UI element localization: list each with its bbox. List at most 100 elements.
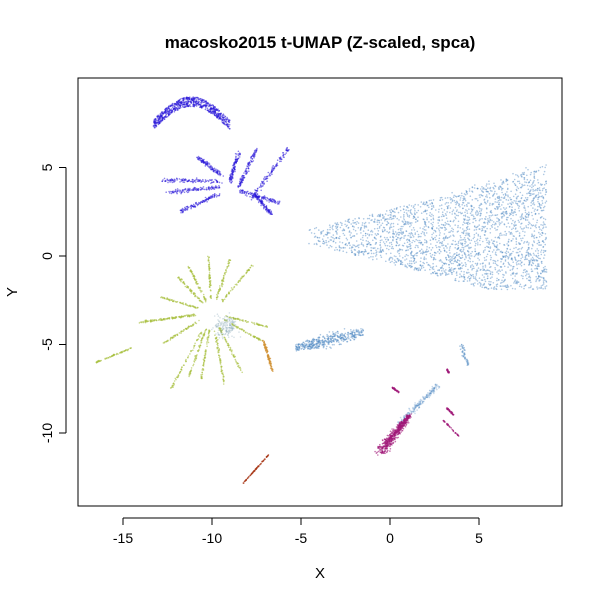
- data-point: [501, 182, 504, 184]
- data-point: [387, 222, 390, 224]
- data-point: [170, 192, 173, 195]
- data-point: [468, 232, 471, 235]
- data-point: [506, 288, 509, 291]
- data-point: [390, 243, 393, 246]
- data-point: [321, 340, 324, 343]
- data-point: [529, 179, 532, 182]
- data-point: [518, 242, 520, 244]
- data-point: [477, 199, 479, 202]
- data-point: [443, 209, 446, 211]
- data-point: [536, 259, 539, 262]
- data-point: [200, 104, 202, 106]
- data-point: [445, 269, 447, 271]
- data-point: [374, 243, 377, 245]
- data-point: [358, 217, 361, 220]
- data-point: [213, 106, 216, 108]
- data-point: [170, 190, 172, 193]
- data-point: [505, 198, 508, 201]
- data-point: [337, 336, 339, 339]
- data-point: [352, 334, 354, 337]
- data-point: [484, 246, 487, 249]
- data-point: [513, 224, 515, 226]
- data-point: [497, 264, 499, 267]
- data-point: [545, 285, 548, 287]
- data-point: [228, 125, 230, 128]
- data-point: [380, 250, 382, 252]
- data-point: [410, 231, 413, 234]
- data-point: [339, 226, 342, 229]
- data-point: [468, 208, 470, 210]
- data-point: [518, 221, 520, 223]
- data-point: [525, 216, 528, 219]
- data-point: [252, 155, 255, 158]
- data-point: [461, 275, 463, 278]
- data-point: [390, 247, 393, 250]
- data-point: [441, 227, 443, 229]
- data-point: [329, 340, 332, 343]
- data-point: [392, 236, 394, 238]
- data-point: [450, 271, 453, 274]
- data-point: [209, 195, 211, 198]
- data-point: [489, 196, 491, 199]
- data-point: [540, 272, 542, 275]
- data-point: [526, 219, 529, 221]
- data-point: [510, 240, 512, 242]
- data-point: [361, 251, 363, 253]
- data-point: [487, 220, 490, 223]
- data-point: [494, 253, 497, 255]
- data-point: [439, 241, 442, 244]
- data-point: [500, 189, 503, 191]
- data-point: [355, 336, 357, 339]
- data-point: [402, 225, 404, 228]
- data-point: [457, 242, 460, 244]
- data-point: [470, 255, 473, 257]
- data-point: [447, 243, 449, 245]
- data-point: [409, 236, 412, 239]
- data-point: [249, 163, 252, 166]
- data-point: [350, 247, 353, 249]
- data-point: [317, 343, 319, 345]
- data-point: [494, 245, 497, 248]
- data-point: [509, 253, 512, 255]
- data-point: [393, 262, 396, 264]
- data-point: [189, 101, 192, 103]
- data-point: [456, 261, 459, 264]
- data-point: [514, 257, 516, 260]
- data-point: [517, 255, 520, 257]
- data-point: [513, 182, 516, 185]
- data-point: [329, 228, 331, 231]
- data-point: [298, 346, 301, 348]
- data-point: [254, 191, 256, 194]
- data-point: [341, 229, 344, 232]
- data-point: [526, 250, 528, 252]
- data-point: [427, 394, 430, 397]
- data-point: [383, 216, 385, 218]
- data-point: [216, 114, 218, 117]
- data-point: [418, 406, 420, 409]
- data-point: [406, 221, 409, 223]
- data-point: [483, 198, 486, 201]
- data-point: [484, 259, 486, 262]
- data-point: [327, 240, 330, 243]
- data-point: [456, 252, 458, 254]
- data-point: [487, 187, 489, 189]
- data-point: [498, 197, 500, 199]
- data-point: [408, 239, 411, 241]
- data-point: [422, 396, 425, 399]
- data-point: [432, 272, 435, 274]
- data-point: [381, 222, 384, 225]
- data-point: [530, 211, 533, 214]
- data-point: [542, 288, 544, 290]
- data-point: [514, 220, 516, 223]
- data-point: [505, 286, 508, 289]
- data-point: [353, 338, 355, 341]
- data-point: [485, 216, 487, 218]
- data-point: [540, 184, 543, 186]
- data-point: [512, 261, 514, 264]
- data-point: [403, 205, 405, 207]
- data-point: [362, 218, 365, 220]
- data-point: [328, 246, 330, 249]
- data-point: [313, 227, 316, 230]
- data-point: [480, 212, 482, 215]
- data-point: [478, 194, 481, 196]
